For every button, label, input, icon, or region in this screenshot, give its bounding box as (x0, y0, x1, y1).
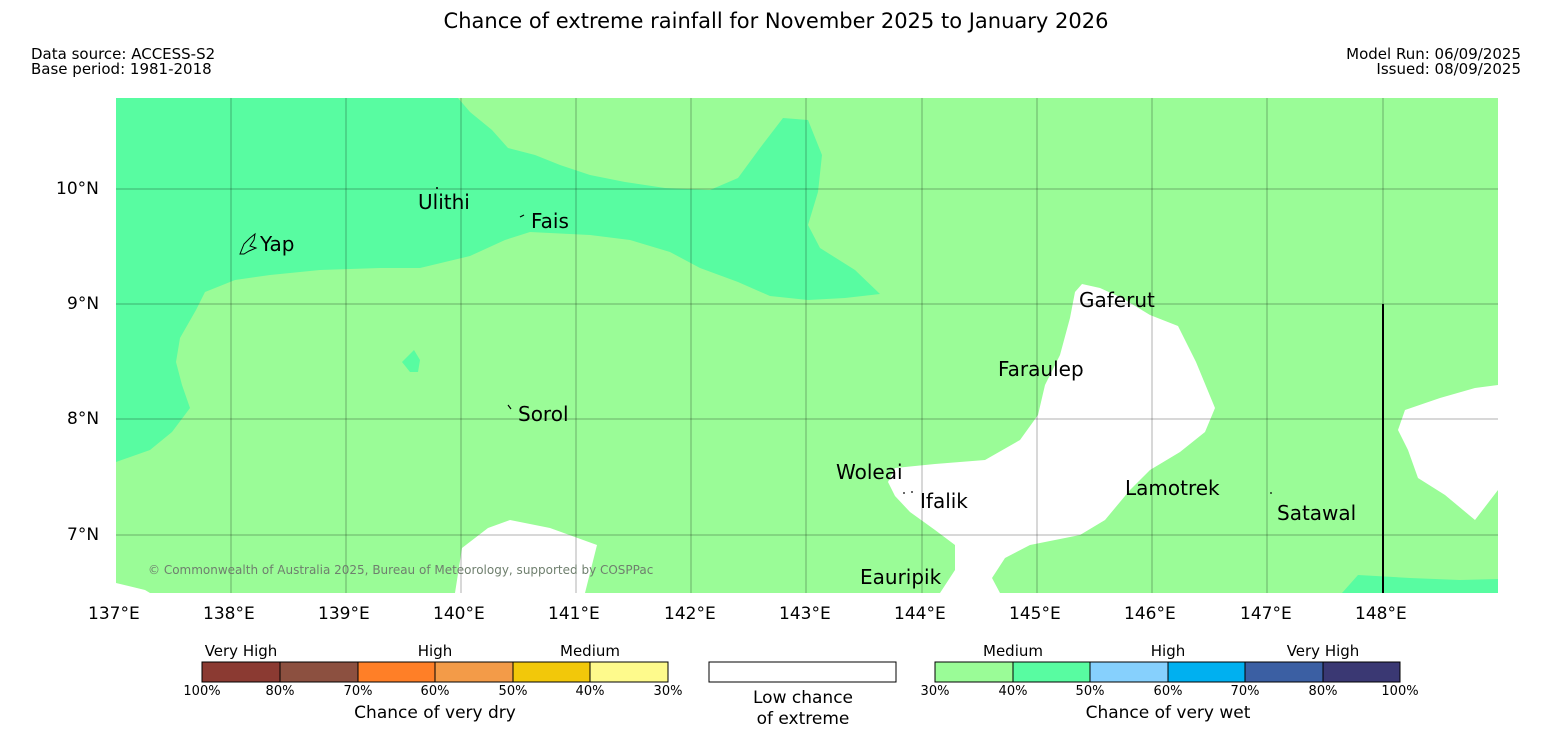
dry-tick: 50% (498, 684, 528, 699)
dry-tick: 40% (575, 684, 605, 699)
model-run: Model Run: 06/09/2025 (1346, 45, 1521, 63)
low-chance-label-line1: Low chance (753, 688, 853, 708)
wet-tick: 70% (1230, 684, 1260, 699)
wet-tick: 80% (1308, 684, 1338, 699)
low-chance-swatch (708, 661, 897, 683)
base-period: Base period: 1981-2018 (31, 60, 212, 78)
region-low-chance-south-1 (455, 520, 597, 593)
lat-label-9n: 9°N (67, 294, 100, 314)
dry-tick: 70% (343, 684, 373, 699)
dry-category-high: High (417, 642, 453, 660)
wet-category-high: High (1150, 642, 1186, 660)
lon-label-142e: 142°E (664, 604, 716, 624)
lat-label-7n: 7°N (67, 525, 100, 545)
ulithi-atoll-mark (436, 187, 438, 189)
wet-tick: 40% (998, 684, 1028, 699)
lon-label-139e: 139°E (318, 604, 370, 624)
lat-label-10n: 10°N (56, 179, 99, 199)
lon-label-147e: 147°E (1240, 604, 1292, 624)
wet-category-very-high: Very High (1286, 642, 1360, 660)
island-label-ulithi: Ulithi (418, 190, 470, 214)
island-label-yap: Yap (260, 232, 295, 256)
sorol-atoll-mark (507, 404, 512, 410)
lon-label-140e: 140°E (433, 604, 485, 624)
region-medium-40-50-southeast (1342, 575, 1498, 593)
island-label-faraulep: Faraulep (998, 357, 1084, 381)
island-label-satawal: Satawal (1277, 501, 1357, 525)
dry-tick: 60% (420, 684, 450, 699)
lat-label-8n: 8°N (67, 409, 100, 429)
region-low-chance-central (888, 284, 1215, 593)
copyright-notice: © Commonwealth of Australia 2025, Bureau… (148, 563, 654, 577)
map-title: Chance of extreme rainfall for November … (443, 9, 1109, 33)
fais-island-mark (519, 214, 525, 218)
island-label-sorol: Sorol (518, 402, 569, 426)
low-chance-label-line2: of extreme (756, 709, 850, 729)
yap-island-outline (239, 232, 258, 255)
dry-tick: 80% (265, 684, 295, 699)
satawal-island-mark (1270, 492, 1272, 494)
data-source: Data source: ACCESS-S2 (31, 45, 216, 63)
wet-tick: 60% (1153, 684, 1183, 699)
lon-label-138e: 138°E (203, 604, 255, 624)
wet-tick: 100% (1381, 684, 1419, 699)
wet-tick: 50% (1075, 684, 1105, 699)
region-low-chance-east (1398, 385, 1498, 520)
island-label-eauripik: Eauripik (860, 565, 942, 589)
dry-colorbar (201, 661, 669, 683)
lon-label-137e: 137°E (88, 604, 140, 624)
dry-legend-title: Chance of very dry (354, 703, 516, 723)
wet-tick: 30% (920, 684, 950, 699)
dry-tick: 30% (653, 684, 683, 699)
lon-label-141e: 141°E (548, 604, 600, 624)
region-low-chance-southwest (116, 583, 150, 593)
issued-date: Issued: 08/09/2025 (1376, 60, 1521, 78)
dry-tick: 100% (183, 684, 221, 699)
region-medium-40-50-north (116, 98, 880, 462)
region-medium-40-50-spot (402, 350, 420, 372)
dry-category-medium: Medium (560, 642, 620, 660)
lon-label-148e: 148°E (1355, 604, 1407, 624)
wet-colorbar (934, 661, 1401, 683)
lon-label-144e: 144°E (894, 604, 946, 624)
ifalik-atoll-mark (911, 491, 913, 493)
island-label-lamotrek: Lamotrek (1125, 476, 1220, 500)
island-label-ifalik: Ifalik (920, 489, 968, 513)
lon-label-143e: 143°E (779, 604, 831, 624)
graticule (116, 98, 1498, 593)
lon-label-145e: 145°E (1009, 604, 1061, 624)
wet-legend-title: Chance of very wet (1085, 703, 1251, 723)
wet-category-medium: Medium (983, 642, 1043, 660)
lon-label-146e: 146°E (1124, 604, 1176, 624)
woleai-atoll-mark (903, 492, 905, 494)
dry-category-very-high: Very High (204, 642, 278, 660)
island-label-fais: Fais (531, 209, 569, 233)
island-label-woleai: Woleai (836, 460, 903, 484)
island-label-gaferut: Gaferut (1079, 288, 1155, 312)
